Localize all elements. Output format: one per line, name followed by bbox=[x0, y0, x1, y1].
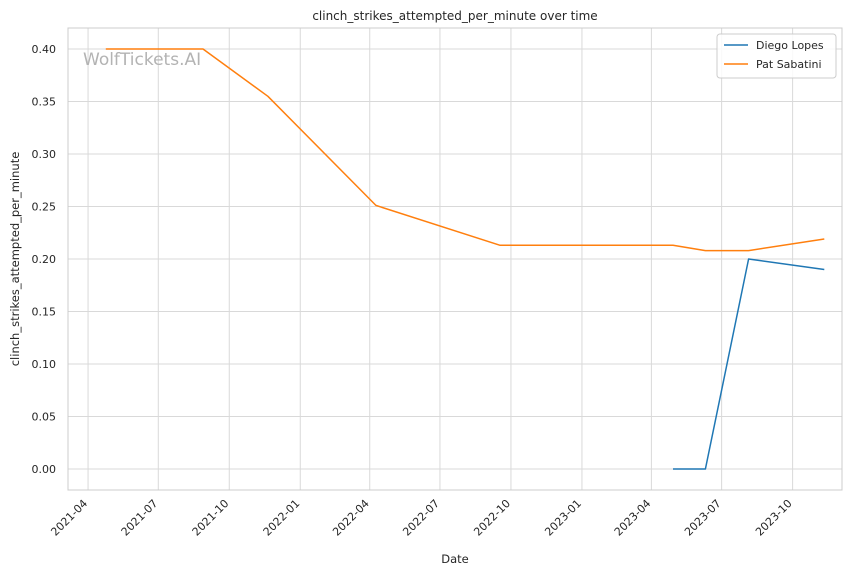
x-tick-label: 2021-10 bbox=[190, 497, 232, 539]
grid bbox=[68, 28, 842, 490]
series-line-1 bbox=[105, 48, 825, 252]
watermark-text: WolfTickets.AI bbox=[83, 50, 201, 70]
y-tick-label: 0.35 bbox=[32, 96, 57, 109]
y-axis-label: clinch_strikes_attempted_per_minute bbox=[8, 152, 22, 367]
x-tick-label: 2023-10 bbox=[753, 497, 795, 539]
chart-title: clinch_strikes_attempted_per_minute over… bbox=[312, 9, 597, 23]
y-tick-label: 0.40 bbox=[32, 43, 57, 56]
legend: Diego Lopes Pat Sabatini bbox=[716, 33, 837, 79]
series-line-0 bbox=[673, 258, 825, 470]
y-tick-label: 0.30 bbox=[32, 148, 57, 161]
x-tick-label: 2022-04 bbox=[330, 497, 372, 539]
y-axis-ticks: 0.00 0.05 0.10 0.15 0.20 0.25 0.30 0.35 0.40 bbox=[32, 43, 57, 476]
y-tick-label: 0.00 bbox=[32, 463, 57, 476]
x-axis-label: Date bbox=[441, 552, 469, 566]
x-tick-label: 2022-01 bbox=[261, 497, 303, 539]
x-tick-label: 2021-04 bbox=[48, 497, 90, 539]
series-lines bbox=[105, 48, 825, 470]
x-tick-label: 2022-07 bbox=[400, 497, 442, 539]
y-tick-label: 0.05 bbox=[32, 411, 57, 424]
x-tick-label: 2023-07 bbox=[682, 497, 724, 539]
y-tick-label: 0.15 bbox=[32, 306, 57, 319]
y-tick-label: 0.10 bbox=[32, 358, 57, 371]
x-axis-ticks: 2021-04 2021-07 2021-10 2022-01 2022-04 2022-… bbox=[48, 497, 794, 539]
x-tick-label: 2023-01 bbox=[542, 497, 584, 539]
legend-label: Diego Lopes bbox=[756, 39, 824, 52]
y-tick-label: 0.20 bbox=[32, 253, 57, 266]
x-tick-label: 2022-10 bbox=[471, 497, 513, 539]
legend-label: Pat Sabatini bbox=[756, 58, 822, 71]
plot-area bbox=[67, 27, 843, 491]
x-tick-label: 2023-04 bbox=[612, 497, 654, 539]
y-tick-label: 0.25 bbox=[32, 201, 57, 214]
x-tick-label: 2021-07 bbox=[119, 497, 161, 539]
